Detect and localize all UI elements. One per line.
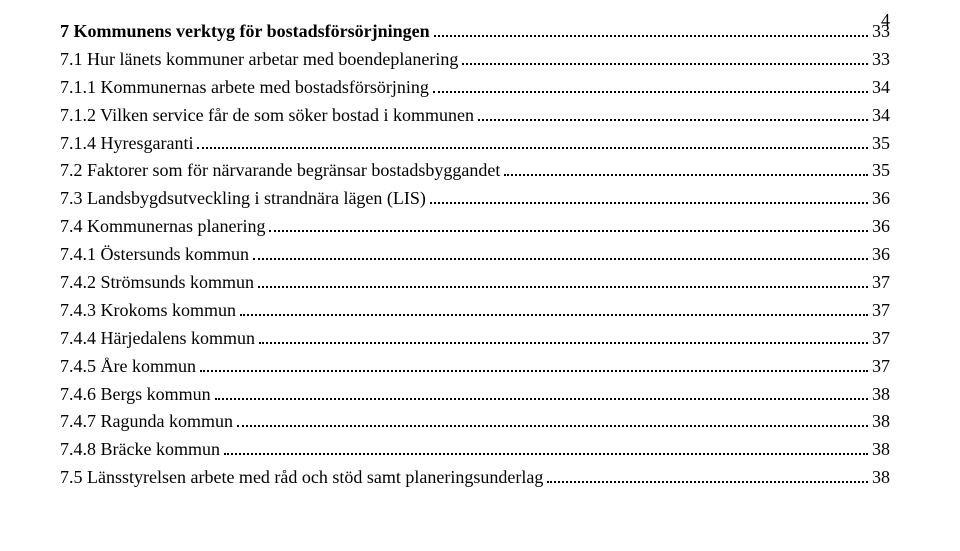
- toc-page-number: 34: [872, 74, 890, 102]
- toc-leader-dots: [433, 78, 868, 93]
- toc-label: 7 Kommunens verktyg för bostadsförsörjni…: [60, 18, 430, 46]
- toc-label: 7.5 Länsstyrelsen arbete med råd och stö…: [60, 464, 543, 492]
- toc-leader-dots: [259, 329, 868, 344]
- toc-label: 7.4.5 Åre kommun: [60, 353, 196, 381]
- toc-entry: 7.1 Hur länets kommuner arbetar med boen…: [60, 46, 890, 74]
- toc-label: 7.4.2 Strömsunds kommun: [60, 269, 254, 297]
- page-number: 4: [881, 10, 890, 31]
- toc-leader-dots: [224, 441, 868, 456]
- toc-page-number: 35: [872, 130, 890, 158]
- toc-page-number: 36: [872, 213, 890, 241]
- toc-leader-dots: [237, 413, 868, 428]
- toc-label: 7.4.6 Bergs kommun: [60, 381, 211, 409]
- toc-entry: 7.4.3 Krokoms kommun 37: [60, 297, 890, 325]
- toc-page-number: 34: [872, 102, 890, 130]
- toc-page-number: 37: [872, 353, 890, 381]
- toc-leader-dots: [240, 301, 868, 316]
- toc-entry: 7.4 Kommunernas planering 36: [60, 213, 890, 241]
- toc-entry: 7.4.2 Strömsunds kommun 37: [60, 269, 890, 297]
- toc-leader-dots: [253, 246, 868, 261]
- toc-page-number: 38: [872, 408, 890, 436]
- toc-leader-dots: [215, 385, 868, 400]
- toc-page-number: 36: [872, 185, 890, 213]
- toc-entry: 7.4.7 Ragunda kommun 38: [60, 408, 890, 436]
- toc-leader-dots: [434, 22, 868, 37]
- toc-leader-dots: [430, 190, 868, 205]
- toc-entry: 7.3 Landsbygdsutveckling i strandnära lä…: [60, 185, 890, 213]
- toc-page-number: 38: [872, 381, 890, 409]
- toc-label: 7.1 Hur länets kommuner arbetar med boen…: [60, 46, 458, 74]
- toc-leader-dots: [462, 50, 868, 65]
- toc-label: 7.1.1 Kommunernas arbete med bostadsförs…: [60, 74, 429, 102]
- toc-label: 7.4.7 Ragunda kommun: [60, 408, 233, 436]
- toc-entry: 7.5 Länsstyrelsen arbete med råd och stö…: [60, 464, 890, 492]
- document-page: 4 7 Kommunens verktyg för bostadsförsörj…: [0, 0, 960, 510]
- toc-label: 7.3 Landsbygdsutveckling i strandnära lä…: [60, 185, 426, 213]
- toc-leader-dots: [269, 218, 868, 233]
- toc-page-number: 37: [872, 269, 890, 297]
- toc-page-number: 38: [872, 436, 890, 464]
- toc-label: 7.4 Kommunernas planering: [60, 213, 265, 241]
- toc-label: 7.4.1 Östersunds kommun: [60, 241, 249, 269]
- toc-entry: 7.4.8 Bräcke kommun 38: [60, 436, 890, 464]
- toc-leader-dots: [504, 162, 868, 177]
- toc-entry: 7.1.4 Hyresgaranti 35: [60, 130, 890, 158]
- toc-label: 7.4.8 Bräcke kommun: [60, 436, 220, 464]
- toc-label: 7.1.2 Vilken service får de som söker bo…: [60, 102, 474, 130]
- toc-leader-dots: [258, 273, 868, 288]
- toc-page-number: 35: [872, 157, 890, 185]
- toc-entry: 7 Kommunens verktyg för bostadsförsörjni…: [60, 18, 890, 46]
- toc-entry: 7.2 Faktorer som för närvarande begränsa…: [60, 157, 890, 185]
- table-of-contents: 7 Kommunens verktyg för bostadsförsörjni…: [60, 18, 890, 492]
- toc-page-number: 33: [872, 46, 890, 74]
- toc-entry: 7.4.1 Östersunds kommun 36: [60, 241, 890, 269]
- toc-entry: 7.4.4 Härjedalens kommun 37: [60, 325, 890, 353]
- toc-leader-dots: [200, 357, 868, 372]
- toc-leader-dots: [197, 134, 868, 149]
- toc-page-number: 37: [872, 297, 890, 325]
- toc-label: 7.2 Faktorer som för närvarande begränsa…: [60, 157, 500, 185]
- toc-entry: 7.4.5 Åre kommun 37: [60, 353, 890, 381]
- toc-page-number: 36: [872, 241, 890, 269]
- toc-label: 7.4.4 Härjedalens kommun: [60, 325, 255, 353]
- toc-entry: 7.1.2 Vilken service får de som söker bo…: [60, 102, 890, 130]
- toc-label: 7.1.4 Hyresgaranti: [60, 130, 193, 158]
- toc-page-number: 38: [872, 464, 890, 492]
- toc-entry: 7.4.6 Bergs kommun 38: [60, 381, 890, 409]
- toc-label: 7.4.3 Krokoms kommun: [60, 297, 236, 325]
- toc-leader-dots: [547, 469, 868, 484]
- toc-page-number: 37: [872, 325, 890, 353]
- toc-entry: 7.1.1 Kommunernas arbete med bostadsförs…: [60, 74, 890, 102]
- toc-leader-dots: [478, 106, 868, 121]
